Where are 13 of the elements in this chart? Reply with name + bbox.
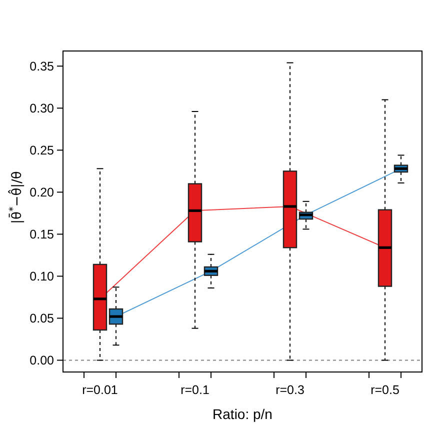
x-tick-label: r=0.3 [276, 383, 304, 397]
y-tick-label: 0.25 [30, 144, 54, 158]
x-tick-label: r=0.5 [370, 383, 400, 397]
y-tick-label: 0.05 [30, 312, 54, 326]
y-tick-label: 0.30 [30, 102, 54, 116]
x-tick-label: r=0.1 [180, 383, 210, 397]
y-tick-label: 0.10 [30, 270, 54, 284]
y-tick-label: 0.00 [30, 354, 54, 368]
x-tick-label: r=0.01 [82, 383, 118, 397]
y-tick-label: 0.20 [30, 186, 54, 200]
x-axis-title: Ratio: p/n [212, 406, 272, 422]
y-tick-label: 0.35 [30, 60, 54, 74]
y-tick-label: 0.15 [30, 228, 54, 242]
